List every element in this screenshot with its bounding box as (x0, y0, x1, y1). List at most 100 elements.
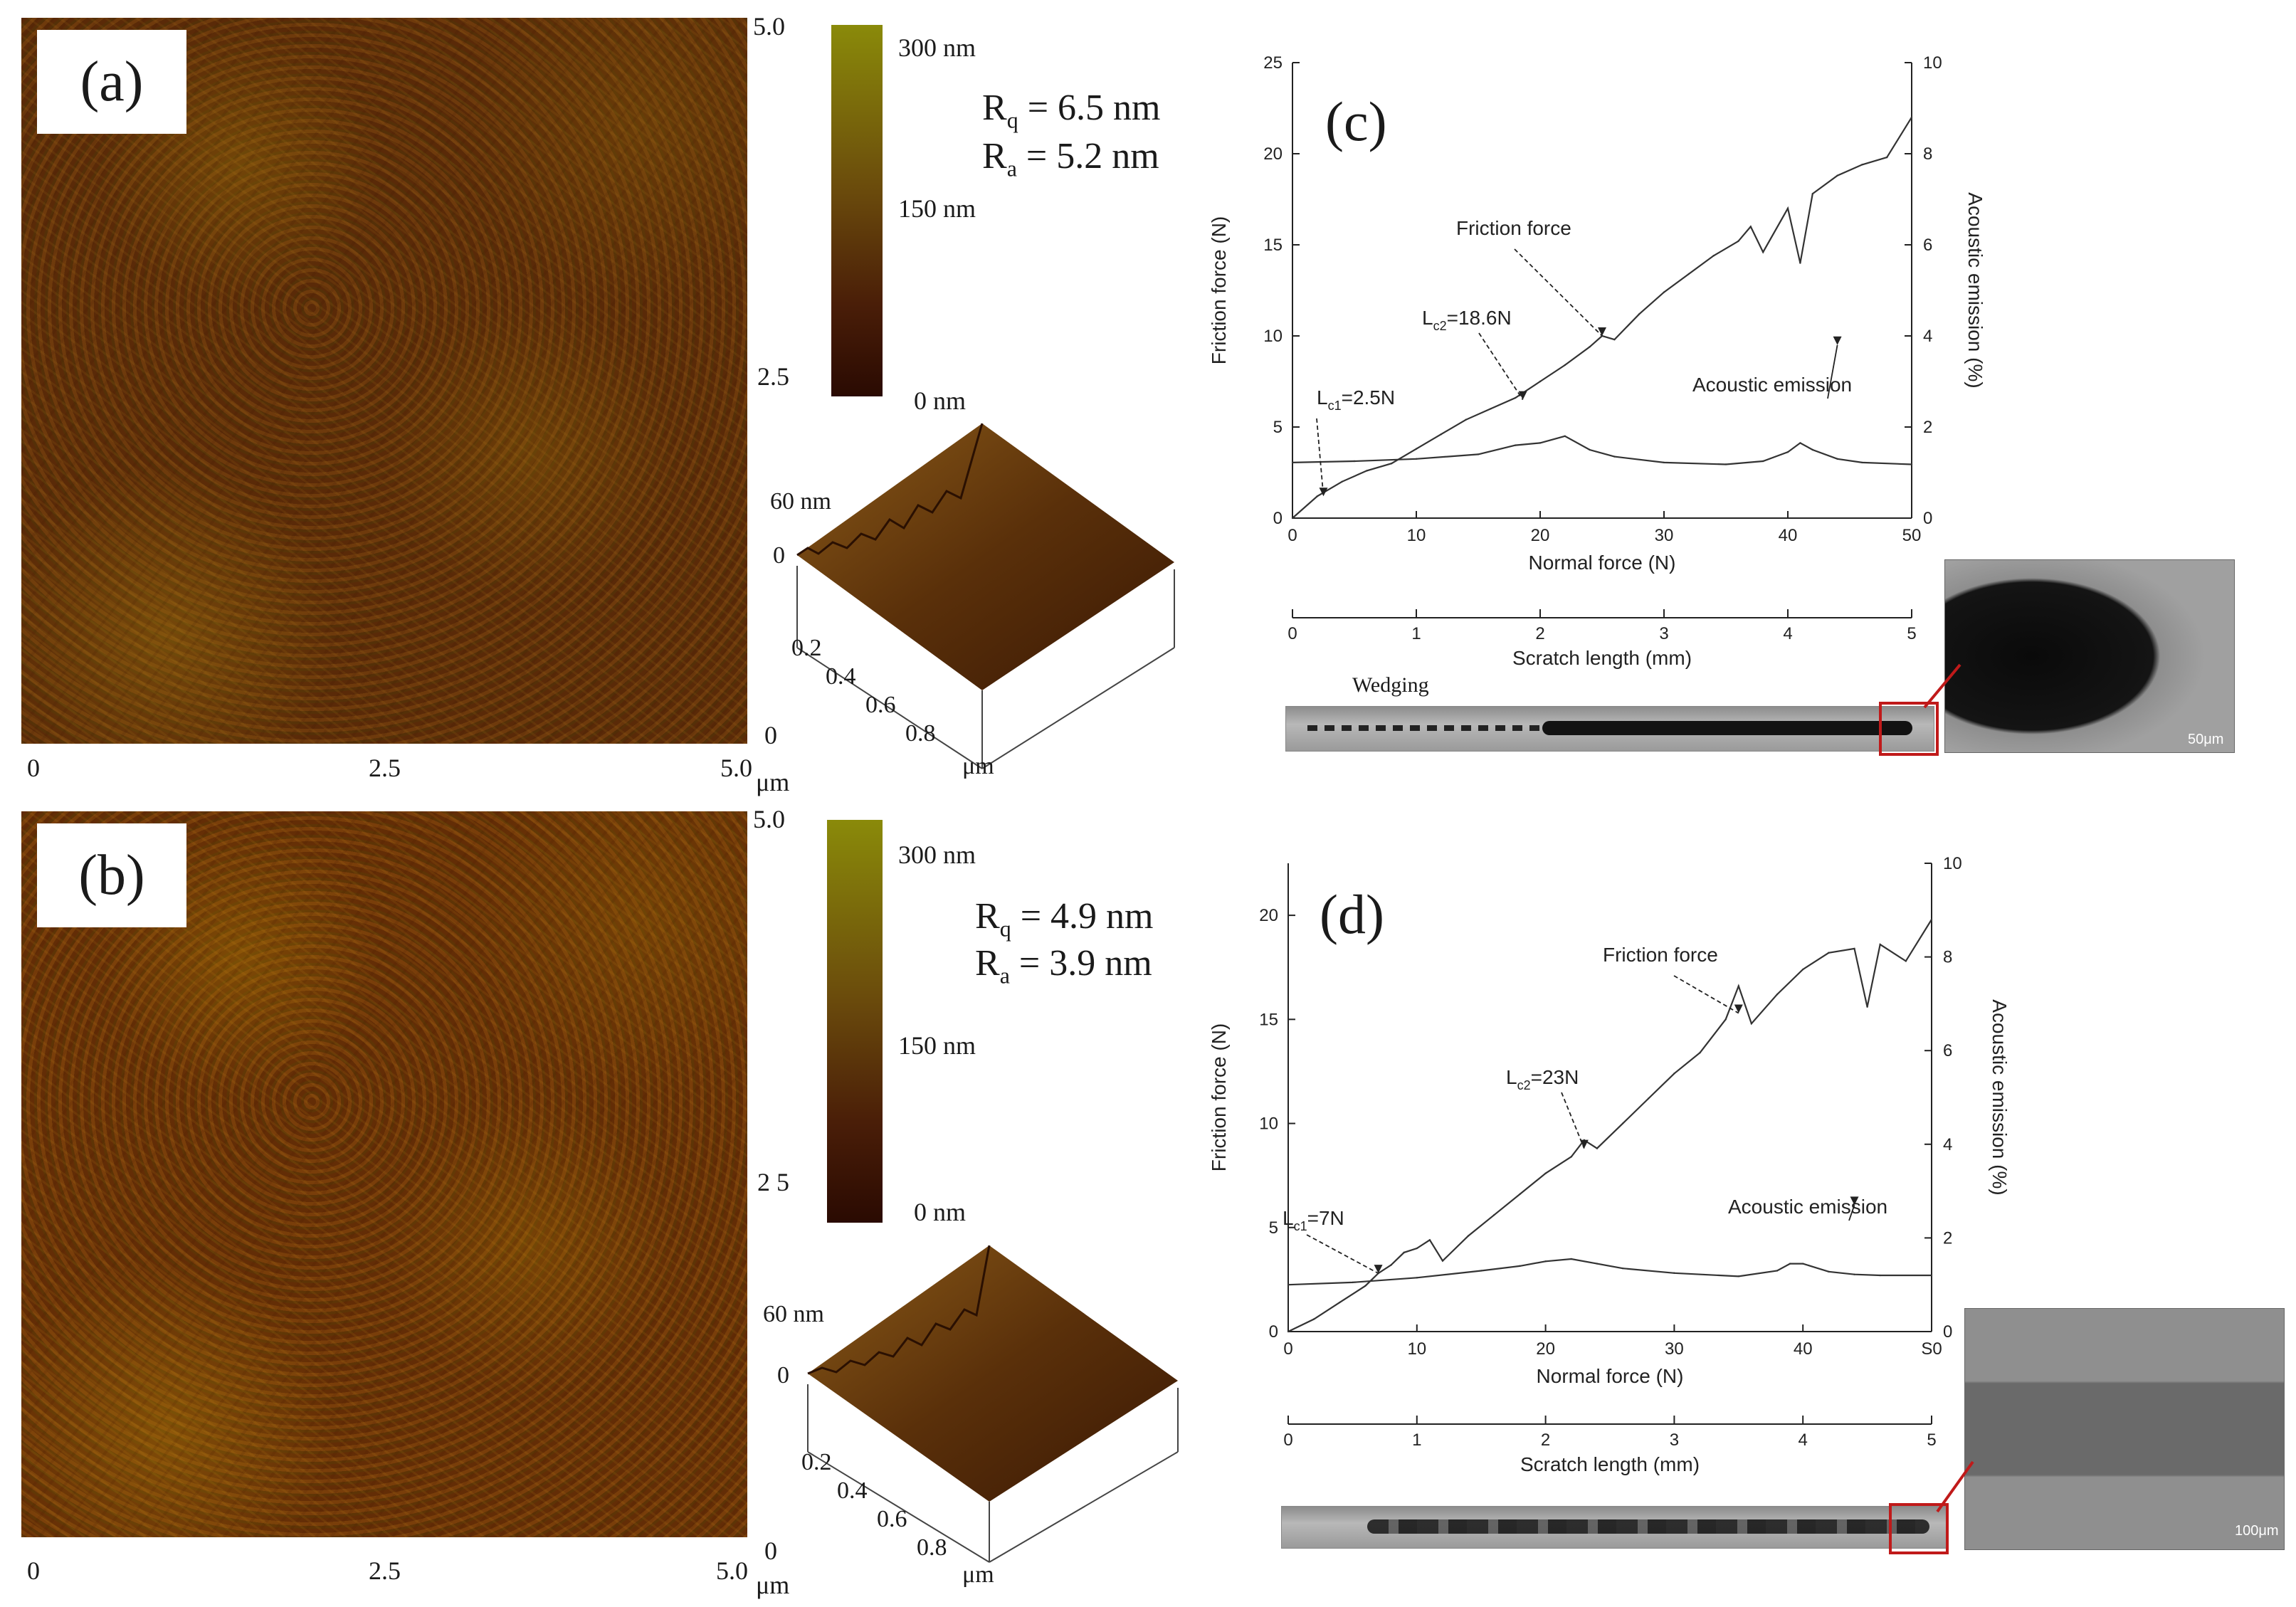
rq-symbol-b: R (975, 896, 1000, 937)
friction-point (1493, 1214, 1495, 1216)
annotation-label: Lc1=7N (1283, 1207, 1344, 1233)
y2-axis-label: Acoustic emission (%) (1989, 999, 2011, 1195)
sem-zoom-d (1964, 1308, 2285, 1550)
friction-point (1539, 380, 1542, 383)
y2-tick-label: 0 (1943, 1322, 1952, 1342)
panel-label-a: (a) (37, 30, 186, 134)
y2-tick-label: 2 (1923, 418, 1932, 437)
friction-point (1415, 448, 1418, 450)
scale-label-mid-a: 150 nm (898, 194, 976, 223)
friction-point (1440, 433, 1442, 436)
friction-point (1291, 517, 1294, 520)
acoustic-point (1673, 1272, 1675, 1274)
friction-point (1490, 408, 1492, 410)
surface-x-tick-3-a: 0.6 (865, 692, 896, 718)
annotation-label: Friction force (1456, 217, 1571, 239)
scratch-tick-label: 1 (1411, 624, 1421, 643)
afm-tick-x-end-b: 5.0 (716, 1556, 748, 1585)
annotation-arrow (1478, 332, 1524, 401)
annotation-arrowhead (1579, 1139, 1589, 1149)
x-axis-label: Normal force (N) (1537, 1365, 1684, 1387)
annotation-text: Acoustic emission (1692, 374, 1852, 396)
acoustic-point (1853, 1273, 1855, 1275)
y-tick-label: 0 (1273, 509, 1283, 528)
scratch-tick-label: 5 (1907, 624, 1916, 643)
acoustic-point (1802, 1263, 1804, 1265)
acoustic-point (1762, 460, 1764, 463)
annotation-value: =2.5N (1342, 386, 1396, 409)
ra-value-a: = 5.2 nm (1026, 136, 1159, 176)
friction-point (1799, 262, 1801, 264)
annotation-text: L (1506, 1066, 1517, 1088)
rq-symbol-a: R (982, 88, 1007, 128)
y2-tick-label: 10 (1923, 53, 1942, 73)
afm-tick-y-bot-a: 0 (764, 721, 777, 749)
y-tick-label: 5 (1269, 1218, 1278, 1238)
acoustic-point (1539, 442, 1542, 444)
scratch-tick-label: 3 (1659, 624, 1668, 643)
scratch-tick-label: 0 (1283, 1431, 1292, 1450)
x-tick-label: 20 (1536, 1339, 1555, 1359)
roughness-rq-b: Rq = 4.9 nm (975, 892, 1153, 952)
x-tick-label: 10 (1407, 1339, 1426, 1359)
friction-point (1638, 313, 1641, 315)
annotation-arrowhead (1518, 391, 1527, 400)
friction-point (1648, 1097, 1650, 1100)
y-tick-label: 10 (1259, 1115, 1278, 1134)
friction-point (1786, 207, 1789, 209)
friction-point (1564, 364, 1566, 367)
surface-x-tick-1-b: 0.2 (801, 1449, 832, 1475)
acoustic-point (1564, 435, 1566, 437)
roughness-ra-a: Ra = 5.2 nm (982, 132, 1159, 192)
height-scale-bar-a (831, 25, 883, 396)
afm-tick-y-top-a: 5.0 (753, 12, 785, 41)
friction-point (1465, 418, 1467, 421)
afm-tick-y-mid-b: 2 5 (757, 1168, 789, 1196)
friction-point (1621, 1122, 1624, 1124)
surface-x-tick-4-b: 0.8 (917, 1534, 947, 1561)
annotation-label: Friction force (1603, 944, 1718, 966)
scratch-groove-d (1367, 1519, 1929, 1534)
annotation-value: =18.6N (1447, 307, 1512, 329)
y-tick-label: 10 (1263, 327, 1283, 346)
surface-mesh-b (808, 1245, 1178, 1502)
friction-point (1339, 1301, 1341, 1304)
acoustic-point (1477, 453, 1480, 455)
friction-point (1724, 1018, 1727, 1021)
wedging-label: Wedging (1352, 673, 1429, 697)
annotation-text: L (1283, 1207, 1294, 1229)
rq-value-a: = 6.5 nm (1027, 88, 1161, 128)
annotation-arrowhead (1598, 327, 1606, 336)
y2-tick-label: 10 (1943, 854, 1962, 873)
annotation-text: Friction force (1603, 944, 1718, 966)
zoom-connector-c (1923, 663, 1961, 709)
friction-point (1596, 1147, 1599, 1149)
friction-point (1663, 291, 1665, 293)
scratch-track-d (1281, 1506, 1947, 1549)
friction-point (1589, 346, 1591, 348)
friction-point (1750, 1022, 1753, 1025)
y2-tick-label: 8 (1943, 948, 1952, 967)
y2-tick-label: 6 (1943, 1041, 1952, 1060)
friction-point (1886, 156, 1888, 159)
acoustic-point (1515, 444, 1517, 446)
afm-tick-y-top-b: 5.0 (753, 805, 785, 833)
annotation-label: Acoustic emission (1728, 1196, 1887, 1218)
acoustic-point (1589, 448, 1591, 451)
annotation-arrow (1673, 975, 1739, 1014)
friction-point (1737, 240, 1739, 243)
annotation-label: Lc2=23N (1506, 1066, 1579, 1092)
annotation-arrow (1316, 418, 1325, 497)
surface-z-top-a: 60 nm (770, 488, 831, 515)
friction-point (1441, 1260, 1444, 1262)
annotation-value: =23N (1531, 1066, 1579, 1088)
annotation-arrowhead (1319, 488, 1328, 497)
x-tick-label: 0 (1283, 1339, 1292, 1359)
acoustic-point (1353, 460, 1356, 463)
scale-label-top-b: 300 nm (898, 841, 976, 869)
friction-point (1879, 943, 1881, 946)
y-tick-label: 20 (1259, 906, 1278, 925)
friction-point (1428, 1239, 1431, 1241)
acoustic-point (1776, 1270, 1779, 1272)
friction-point (1467, 1235, 1470, 1237)
